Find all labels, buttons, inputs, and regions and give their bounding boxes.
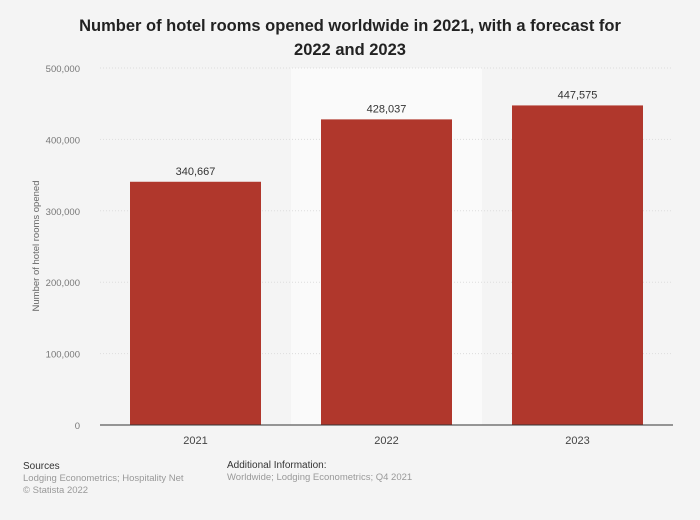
- bar: [512, 105, 643, 425]
- sources-block: Sources Lodging Econometrics; Hospitalit…: [23, 461, 184, 497]
- sources-text[interactable]: Lodging Econometrics; Hospitality Net: [23, 473, 184, 484]
- bar: [130, 181, 261, 425]
- chart-title: Number of hotel rooms opened worldwide i…: [79, 17, 621, 59]
- y-tick-label: 200,000: [46, 278, 80, 289]
- x-tick-label: 2023: [565, 435, 589, 447]
- y-tick-label: 500,000: [46, 64, 80, 75]
- y-tick-label: 0: [75, 421, 80, 432]
- data-label: 447,575: [558, 89, 598, 101]
- additional-info-text: Worldwide; Lodging Econometrics; Q4 2021: [227, 472, 413, 483]
- additional-info-block: Additional Information: Worldwide; Lodgi…: [227, 460, 412, 484]
- y-tick-label: 300,000: [46, 207, 80, 218]
- y-axis-label: Number of hotel rooms opened: [31, 181, 42, 312]
- data-label: 340,667: [176, 166, 216, 178]
- additional-info-heading: Additional Information:: [227, 460, 327, 471]
- bar: [321, 119, 452, 425]
- x-tick-label: 2022: [374, 435, 398, 447]
- data-label: 428,037: [367, 103, 407, 115]
- y-tick-label: 100,000: [46, 350, 80, 361]
- x-tick-label: 2021: [183, 435, 207, 447]
- sources-heading: Sources: [23, 461, 60, 472]
- y-tick-label: 400,000: [46, 135, 80, 146]
- copyright: © Statista 2022: [23, 485, 89, 496]
